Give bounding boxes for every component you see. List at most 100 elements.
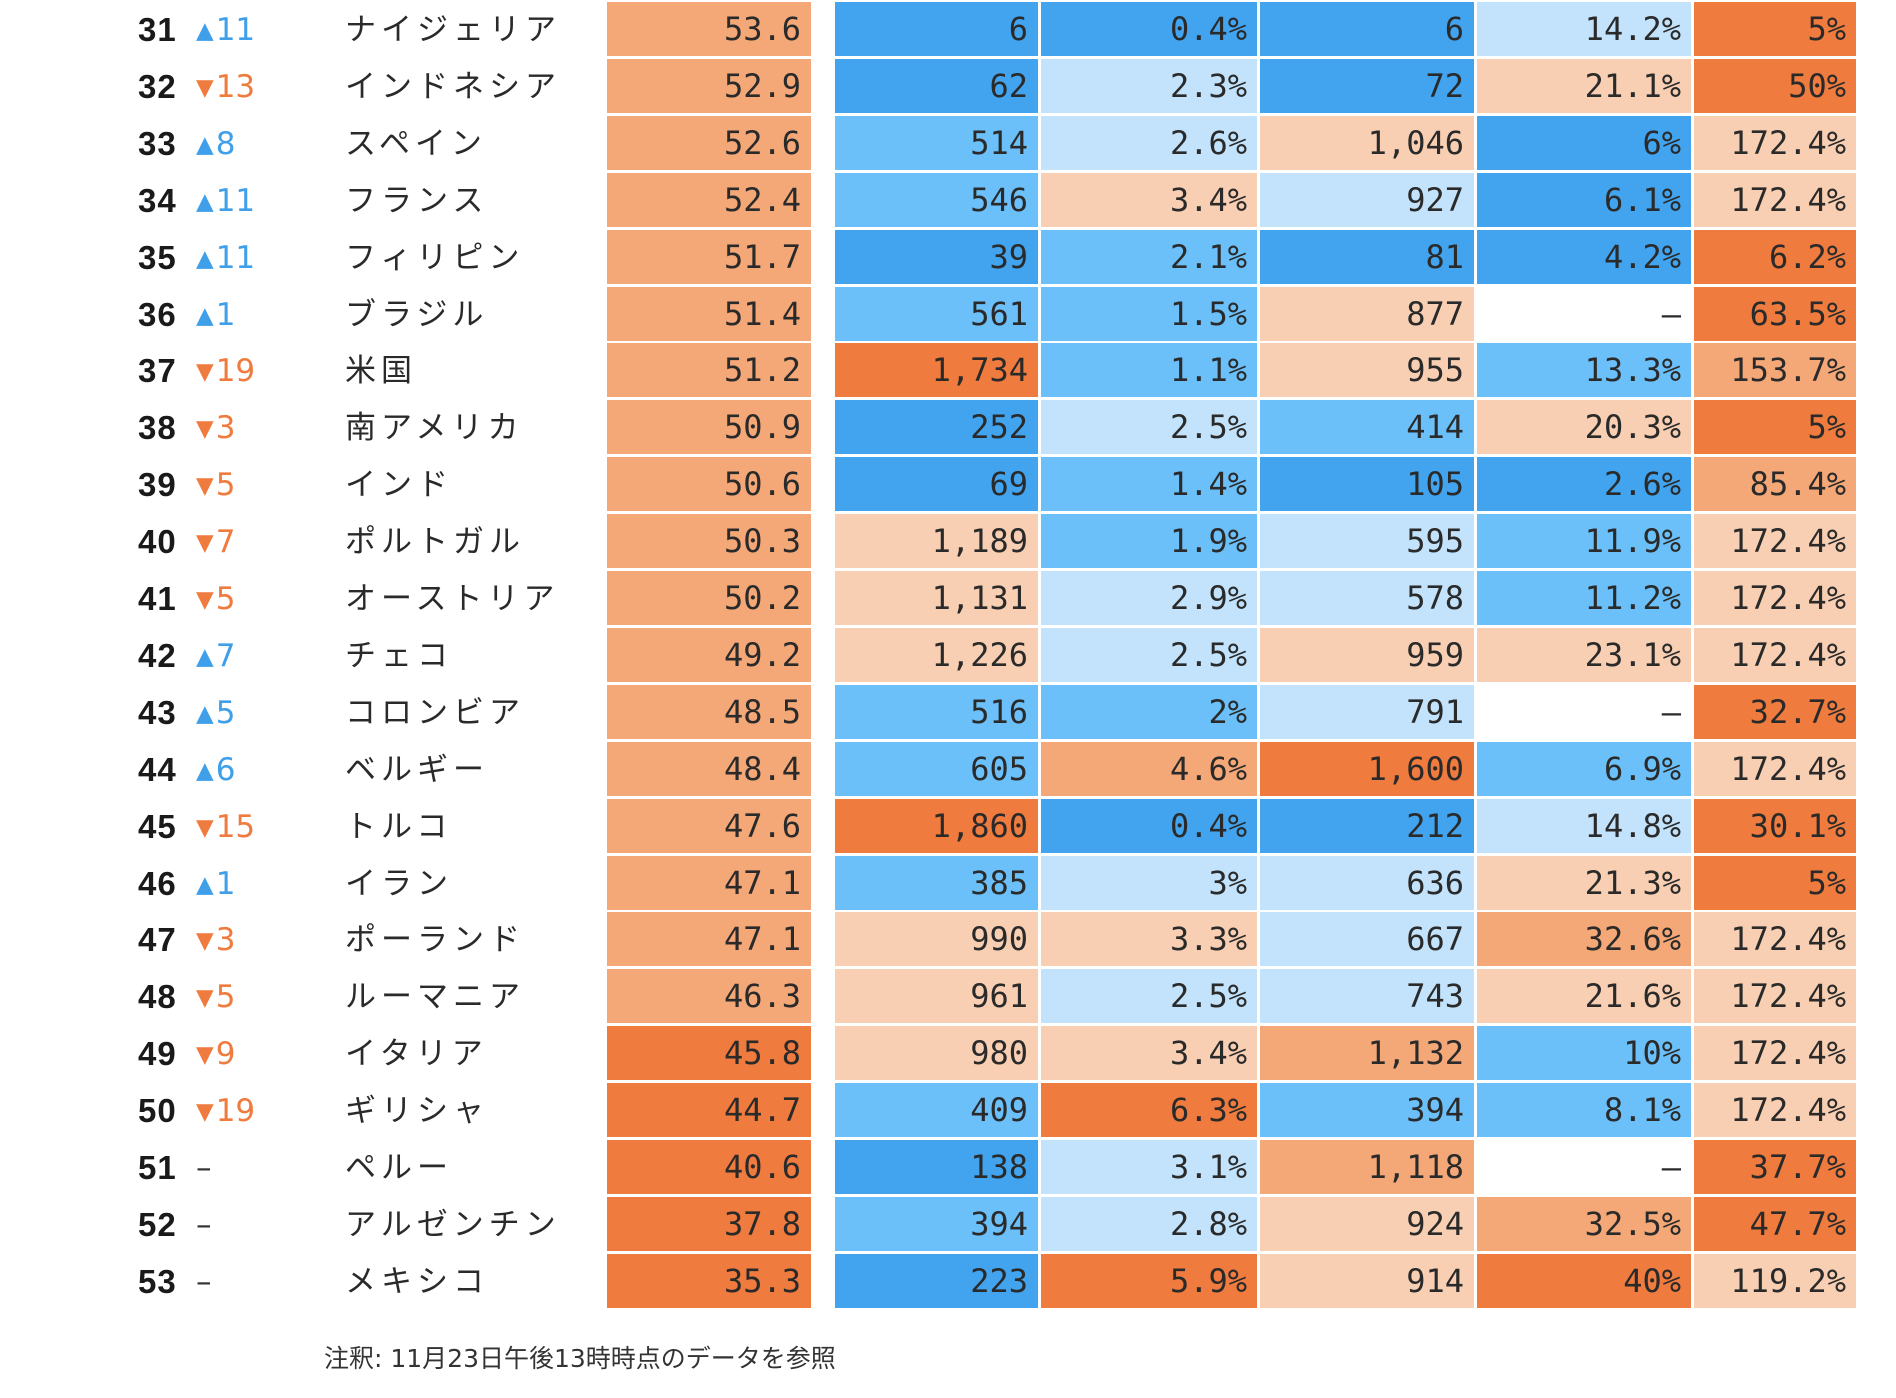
value1-cell: 561 <box>835 286 1038 341</box>
value4-cell: 14.8% <box>1477 798 1691 853</box>
rank-change-value: 6 <box>215 751 236 788</box>
rank-change-value: 9 <box>215 1036 236 1073</box>
value5-cell: 30.1% <box>1694 798 1856 853</box>
country-name: フランス <box>345 182 489 219</box>
value2-cell: 4.6% <box>1041 741 1257 796</box>
rank-change-value: 8 <box>215 125 236 162</box>
value1-cell: 961 <box>835 969 1038 1024</box>
value4-cell: 8.1% <box>1477 1083 1691 1138</box>
value3-cell: 81 <box>1260 229 1474 284</box>
rank-change: ▼7 <box>196 514 306 570</box>
country-name: フィリピン <box>345 239 525 276</box>
value3-cell: 924 <box>1260 1196 1474 1251</box>
value1-cell: 514 <box>835 115 1038 170</box>
rank-change: ▼13 <box>196 59 306 115</box>
rank-label: 50 <box>138 1092 177 1130</box>
rank-label: 33 <box>138 124 177 162</box>
score-cell: 47.1 <box>607 912 811 967</box>
score-cell: 37.8 <box>607 1196 811 1251</box>
value2-cell: 6.3% <box>1041 1083 1257 1138</box>
rank-change-value: 5 <box>215 467 236 504</box>
value5-cell: 119.2% <box>1694 1253 1856 1308</box>
value4-cell: – <box>1477 286 1691 341</box>
rank-change-value: 11 <box>215 12 256 48</box>
value3-cell: 212 <box>1260 798 1474 853</box>
value5-cell: 172.4% <box>1694 1026 1856 1081</box>
value1-cell: 990 <box>835 912 1038 967</box>
rank-label: 52 <box>138 1205 177 1243</box>
rank-change: ▲11 <box>196 230 306 286</box>
country-name: ポルトガル <box>345 524 525 561</box>
value1-cell: 605 <box>835 741 1038 796</box>
country-name: ブラジル <box>345 296 489 333</box>
value5-cell: 85.4% <box>1694 457 1856 512</box>
rank-change-value: – <box>196 1263 212 1300</box>
rank-label: 32 <box>138 67 177 105</box>
value1-cell: 252 <box>835 400 1038 455</box>
value1-cell: 546 <box>835 172 1038 227</box>
rank-change: ▼3 <box>196 400 306 456</box>
value4-cell: 40% <box>1477 1253 1691 1308</box>
value1-cell: 1,860 <box>835 798 1038 853</box>
value4-cell: 6.9% <box>1477 741 1691 796</box>
rank-label: 47 <box>138 921 177 959</box>
value4-cell: – <box>1477 684 1691 739</box>
value3-cell: 636 <box>1260 855 1474 910</box>
value3-cell: 72 <box>1260 58 1474 113</box>
value3-cell: 6 <box>1260 2 1474 56</box>
arrow-up-icon: ▲ <box>196 757 214 784</box>
value1-cell: 1,189 <box>835 514 1038 569</box>
table-row: 45 ▼15 トルコ 47.6 1,860 0.4% 212 14.8% 30.1% <box>0 798 1896 855</box>
score-cell: 51.2 <box>607 343 811 398</box>
country-name: チェコ <box>345 637 453 674</box>
table-row: 40 ▼7 ポルトガル 50.3 1,189 1.9% 595 11.9% 172.4% <box>0 514 1896 570</box>
rank-change-value: 1 <box>215 296 236 333</box>
value5-cell: 172.4% <box>1694 514 1856 569</box>
rank-change-value: 5 <box>215 979 236 1016</box>
arrow-down-icon: ▼ <box>196 1042 214 1069</box>
value1-cell: 1,131 <box>835 571 1038 625</box>
value3-cell: 791 <box>1260 684 1474 739</box>
score-cell: 48.4 <box>607 741 811 796</box>
table-row: 35 ▲11 フィリピン 51.7 39 2.1% 81 4.2% 6.2% <box>0 229 1896 286</box>
value4-cell: 4.2% <box>1477 229 1691 284</box>
rank-label: 37 <box>138 352 177 390</box>
rank-label: 42 <box>138 636 177 674</box>
rank-label: 49 <box>138 1035 177 1073</box>
rank-change-value: – <box>196 1150 212 1186</box>
score-cell: 49.2 <box>607 627 811 682</box>
arrow-down-icon: ▼ <box>196 1099 214 1126</box>
score-cell: 35.3 <box>607 1253 811 1308</box>
footnote: 注釈: 11月23日午後13時時点のデータを参照 <box>324 1344 836 1373</box>
rank-change: ▲11 <box>196 2 306 58</box>
country-name: イタリア <box>345 1036 488 1073</box>
arrow-up-icon: ▲ <box>196 188 214 215</box>
value3-cell: 578 <box>1260 571 1474 625</box>
value1-cell: 1,734 <box>835 343 1038 398</box>
value5-cell: 172.4% <box>1694 571 1856 625</box>
country-name: 米国 <box>345 353 417 390</box>
arrow-down-icon: ▼ <box>196 985 214 1012</box>
rank-change-value: 5 <box>215 694 236 731</box>
table-row: 50 ▼19 ギリシャ 44.7 409 6.3% 394 8.1% 172.4% <box>0 1083 1896 1139</box>
arrow-up-icon: ▲ <box>196 131 214 158</box>
country-name: ナイジェリア <box>345 12 561 48</box>
table-row: 52– アルゼンチン 37.8 394 2.8% 924 32.5% 47.7% <box>0 1196 1896 1253</box>
rank-change: ▼5 <box>196 969 306 1025</box>
rank-change-value: 15 <box>215 808 256 845</box>
rank-label: 53 <box>138 1262 177 1300</box>
table-row: 49 ▼9 イタリア 45.8 980 3.4% 1,132 10% 172.4% <box>0 1026 1896 1082</box>
value1-cell: 980 <box>835 1026 1038 1081</box>
value2-cell: 2.1% <box>1041 229 1257 284</box>
value2-cell: 1.5% <box>1041 286 1257 341</box>
arrow-down-icon: ▼ <box>196 473 214 500</box>
rank-change: ▼5 <box>196 457 306 513</box>
value2-cell: 2.5% <box>1041 400 1257 455</box>
rank-label: 51 <box>138 1149 177 1186</box>
table-row: 41 ▼5 オーストリア 50.2 1,131 2.9% 578 11.2% 172.4% <box>0 571 1896 627</box>
rank-label: 43 <box>138 693 177 731</box>
rank-change: ▲11 <box>196 173 306 229</box>
arrow-up-icon: ▲ <box>196 245 214 272</box>
value1-cell: 394 <box>835 1196 1038 1251</box>
country-name: インドネシア <box>345 68 561 105</box>
